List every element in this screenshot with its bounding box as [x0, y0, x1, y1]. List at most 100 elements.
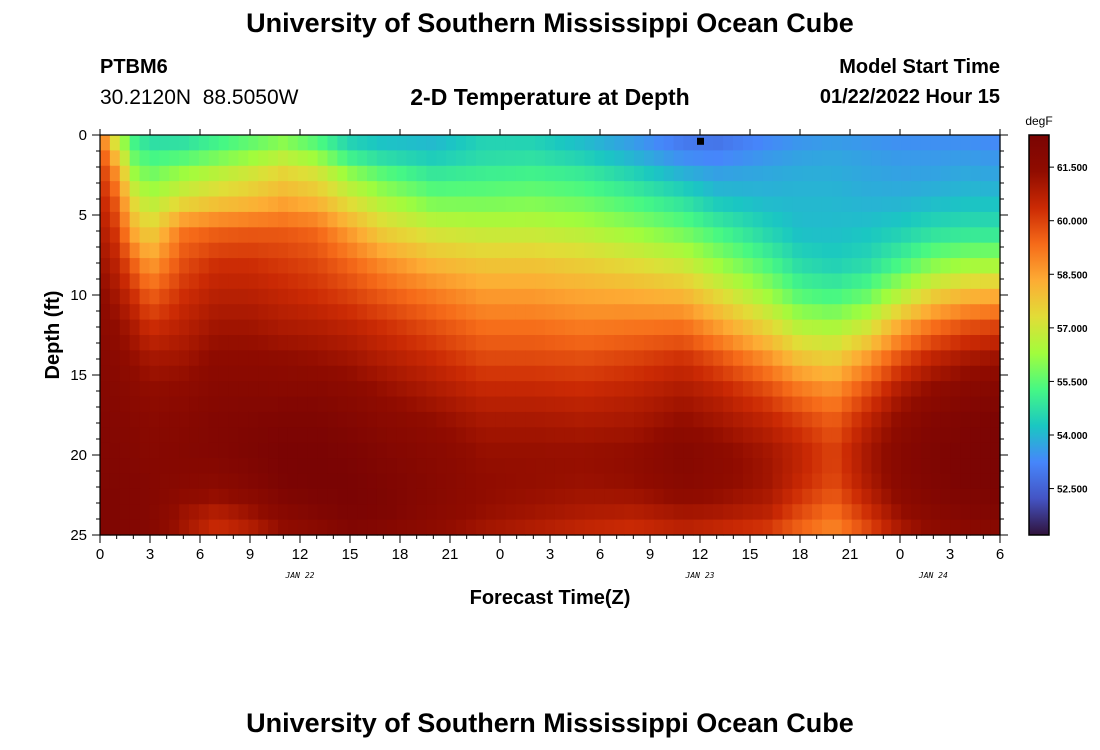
heatmap-cell — [683, 458, 695, 475]
heatmap-cell — [881, 242, 892, 259]
heatmap-cell — [604, 135, 615, 151]
heatmap-cell — [673, 288, 685, 305]
heatmap-cell — [940, 288, 952, 305]
heatmap-cell — [446, 150, 457, 167]
heatmap-cell — [851, 304, 863, 321]
heatmap-cell — [228, 135, 240, 151]
heatmap-cell — [278, 458, 289, 475]
heatmap-cell — [278, 365, 289, 382]
heatmap-cell — [713, 519, 724, 536]
heatmap-cell — [169, 304, 180, 321]
heatmap-cell — [861, 519, 873, 536]
heatmap-cell — [169, 335, 180, 351]
heatmap-cell — [653, 165, 665, 182]
heatmap-cell — [643, 288, 655, 305]
heatmap-cell — [940, 504, 952, 521]
heatmap-cell — [960, 135, 971, 151]
heatmap-cell — [861, 135, 873, 151]
heatmap-cell — [713, 473, 724, 490]
heatmap-cell — [980, 227, 991, 244]
heatmap-cell — [990, 427, 1001, 444]
heatmap-cell — [198, 519, 210, 536]
heatmap-cell — [436, 335, 447, 351]
y-tick-label: 25 — [70, 527, 87, 544]
heatmap-cell — [535, 396, 546, 413]
heatmap-cell — [851, 504, 863, 521]
heatmap-cell — [920, 335, 932, 351]
x-tick-label: 12 — [292, 546, 309, 563]
heatmap-cell — [564, 350, 576, 367]
heatmap-cell — [614, 319, 625, 336]
heatmap-cell — [614, 227, 625, 244]
heatmap-cell — [278, 181, 289, 198]
heatmap-cell — [821, 181, 833, 198]
heatmap-cell — [772, 288, 784, 305]
heatmap-cell — [634, 427, 645, 444]
heatmap-cell — [100, 258, 111, 275]
heatmap-cell — [683, 242, 695, 259]
heatmap-cell — [396, 196, 408, 213]
heatmap-cell — [574, 519, 586, 536]
heatmap-cell — [228, 227, 240, 244]
heatmap-cell — [485, 196, 497, 213]
heatmap-cell — [594, 350, 605, 367]
heatmap-cell — [545, 504, 556, 521]
heatmap-cell — [673, 304, 685, 321]
heatmap-cell — [347, 181, 358, 198]
heatmap-cell — [693, 227, 704, 244]
heatmap-cell — [119, 150, 131, 167]
heatmap-cell — [990, 165, 1001, 182]
heatmap-cell — [426, 181, 437, 198]
heatmap-cell — [821, 473, 833, 490]
heatmap-cell — [861, 319, 873, 336]
heatmap-cell — [357, 150, 368, 167]
heatmap-cell — [159, 288, 170, 305]
heatmap-cell — [604, 288, 615, 305]
heatmap-cell — [930, 411, 942, 428]
heatmap-cell — [485, 504, 497, 521]
heatmap-cell — [861, 335, 873, 351]
heatmap-cell — [456, 473, 467, 490]
heatmap-cell — [564, 411, 576, 428]
heatmap-cell — [287, 488, 299, 505]
heatmap-cell — [307, 288, 319, 305]
heatmap-cell — [436, 135, 447, 151]
heatmap-cell — [663, 350, 675, 367]
heatmap-cell — [129, 488, 141, 505]
heatmap-cell — [119, 365, 131, 382]
heatmap-cell — [119, 135, 131, 151]
heatmap-cell — [871, 365, 882, 382]
heatmap-cell — [683, 335, 695, 351]
heatmap-cell — [297, 442, 309, 459]
heatmap-cell — [238, 488, 249, 505]
heatmap-cell — [248, 273, 259, 290]
heatmap-cell — [703, 211, 714, 228]
heatmap-cell — [475, 427, 487, 444]
heatmap-cell — [703, 519, 714, 536]
heatmap-cell — [940, 381, 952, 398]
heatmap-cell — [881, 227, 892, 244]
heatmap-cell — [980, 442, 991, 459]
heatmap-cell — [841, 458, 853, 475]
heatmap-cell — [495, 365, 507, 382]
heatmap-cell — [278, 227, 289, 244]
heatmap-cell — [297, 304, 309, 321]
heatmap-cell — [278, 411, 289, 428]
heatmap-cell — [139, 411, 151, 428]
heatmap-cell — [643, 411, 655, 428]
heatmap-cell — [248, 442, 259, 459]
heatmap-cell — [287, 211, 299, 228]
heatmap-cell — [268, 319, 279, 336]
heatmap-cell — [465, 411, 477, 428]
heatmap-cell — [327, 396, 338, 413]
heatmap-cell — [327, 365, 338, 382]
heatmap-cell — [960, 165, 971, 182]
heatmap-cell — [456, 504, 467, 521]
heatmap-cell — [713, 350, 724, 367]
heatmap-cell — [861, 411, 873, 428]
heatmap-cell — [327, 504, 338, 521]
heatmap-cell — [594, 473, 605, 490]
heatmap-cell — [554, 335, 566, 351]
heatmap-cell — [446, 135, 457, 151]
